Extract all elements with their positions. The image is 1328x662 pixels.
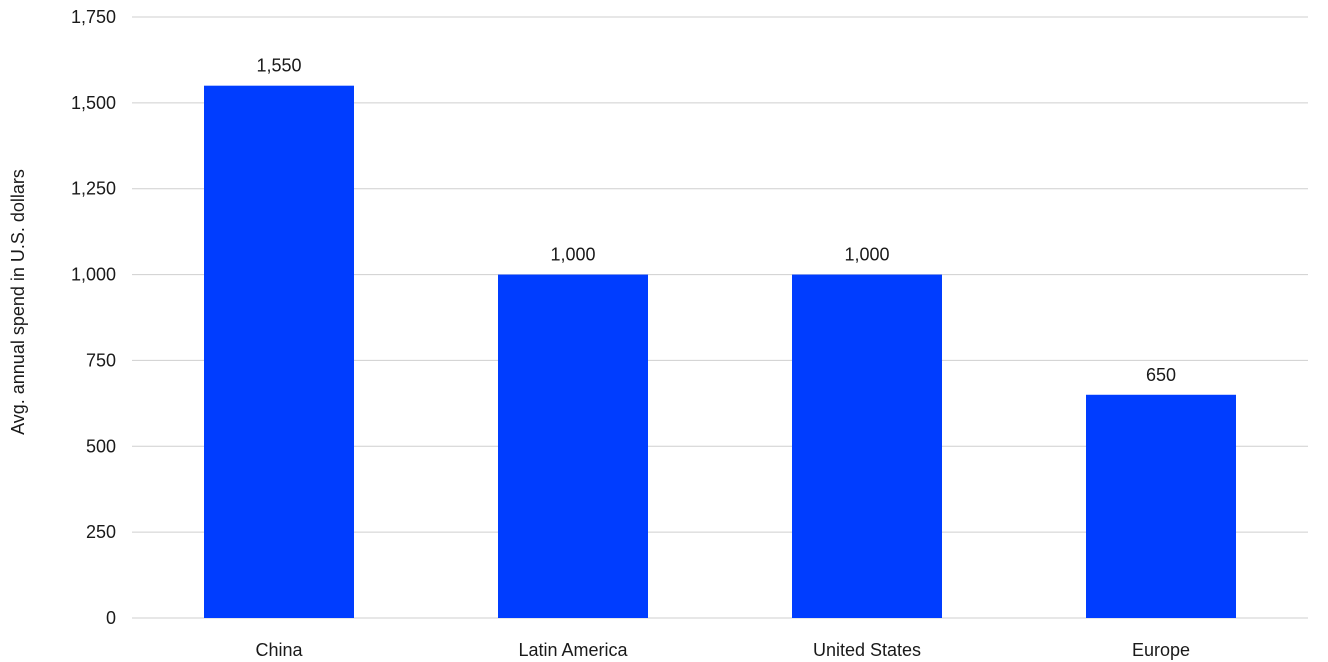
y-tick-label: 250	[86, 522, 116, 542]
data-label: 1,000	[550, 245, 595, 265]
x-category-label: Europe	[1132, 640, 1190, 660]
bar-europe	[1086, 394, 1236, 618]
bar-china	[204, 85, 354, 618]
y-tick-label: 750	[86, 350, 116, 370]
y-tick-label: 500	[86, 436, 116, 456]
data-label: 1,550	[256, 56, 301, 76]
y-tick-label: 1,250	[71, 179, 116, 199]
bar-united-states	[792, 274, 942, 618]
bar-latin-america	[498, 274, 648, 618]
y-tick-label: 0	[106, 608, 116, 628]
x-category-label: Latin America	[518, 640, 628, 660]
bars	[204, 85, 1236, 618]
x-category-label: China	[255, 640, 303, 660]
data-labels: 1,550 1,000 1,000 650	[256, 56, 1176, 385]
y-axis-title: Avg. annual spend in U.S. dollars	[8, 169, 28, 435]
data-label: 650	[1146, 365, 1176, 385]
x-axis-category-labels: China Latin America United States Europe	[255, 640, 1190, 660]
y-tick-label: 1,750	[71, 7, 116, 27]
y-tick-label: 1,500	[71, 93, 116, 113]
data-label: 1,000	[844, 245, 889, 265]
y-axis-tick-labels: 0 250 500 750 1,000 1,250 1,500 1,750	[71, 7, 116, 628]
y-tick-label: 1,000	[71, 265, 116, 285]
x-category-label: United States	[813, 640, 921, 660]
